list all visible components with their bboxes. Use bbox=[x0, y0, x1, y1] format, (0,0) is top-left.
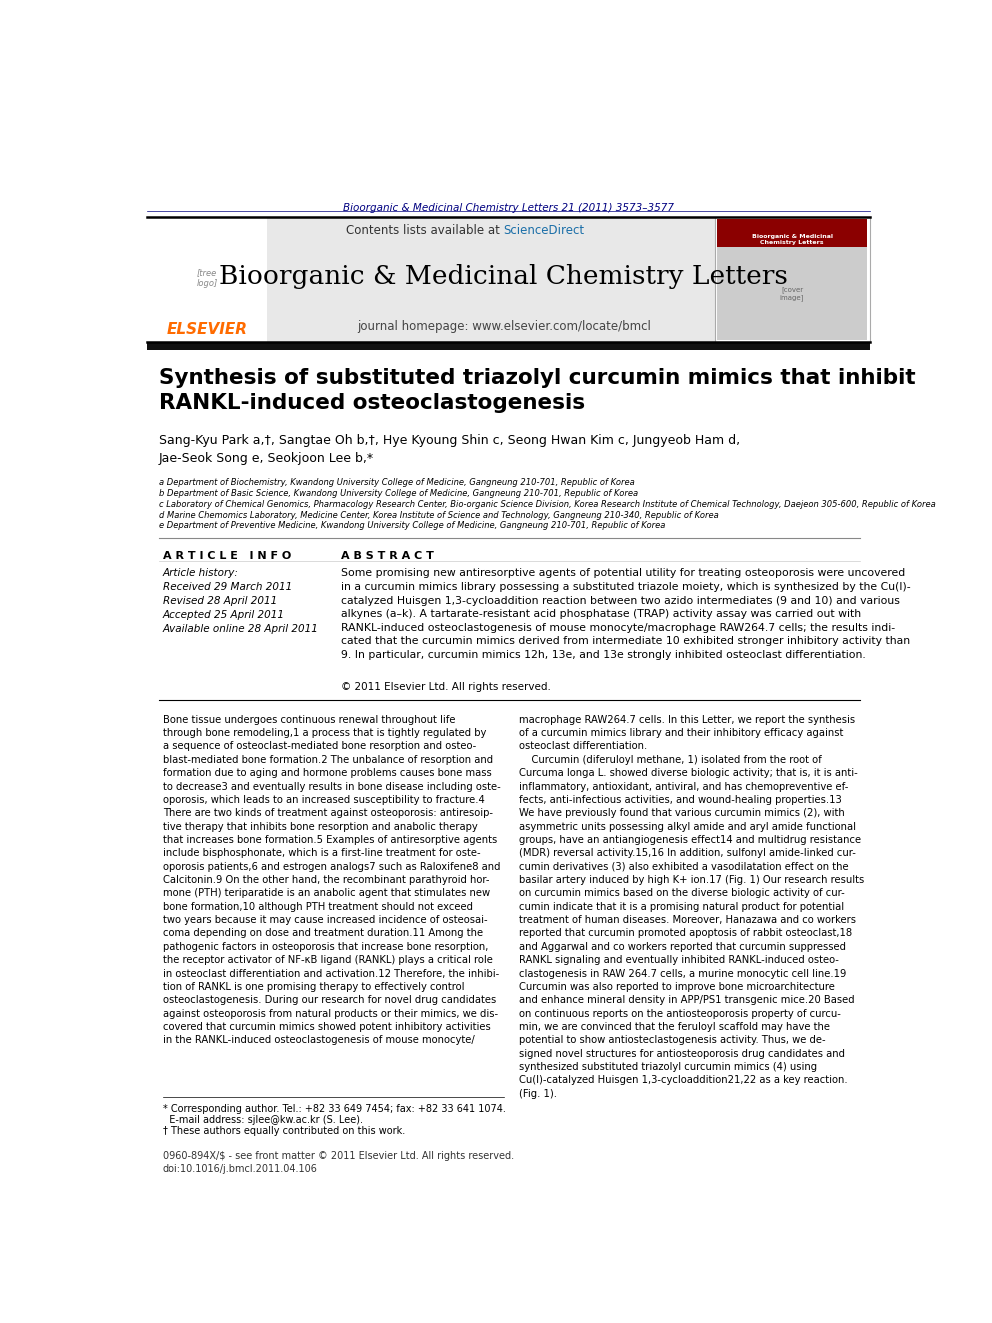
Text: © 2011 Elsevier Ltd. All rights reserved.: © 2011 Elsevier Ltd. All rights reserved… bbox=[341, 683, 551, 692]
Text: Bioorganic & Medicinal Chemistry Letters: Bioorganic & Medicinal Chemistry Letters bbox=[219, 265, 789, 288]
Text: A R T I C L E   I N F O: A R T I C L E I N F O bbox=[163, 552, 291, 561]
Text: macrophage RAW264.7 cells. In this Letter, we report the synthesis
of a curcumin: macrophage RAW264.7 cells. In this Lette… bbox=[519, 714, 864, 1099]
Bar bbox=[147, 217, 268, 343]
Text: Synthesis of substituted triazolyl curcumin mimics that inhibit
RANKL-induced os: Synthesis of substituted triazolyl curcu… bbox=[159, 368, 916, 413]
Text: A B S T R A C T: A B S T R A C T bbox=[341, 552, 434, 561]
Text: b Department of Basic Science, Kwandong University College of Medicine, Gangneun: b Department of Basic Science, Kwandong … bbox=[159, 490, 638, 497]
Text: [cover
image]: [cover image] bbox=[780, 286, 805, 300]
Text: Sang-Kyu Park a,†, Sangtae Oh b,†, Hye Kyoung Shin c, Seong Hwan Kim c, Jungyeob: Sang-Kyu Park a,†, Sangtae Oh b,†, Hye K… bbox=[159, 434, 740, 466]
Text: 0960-894X/$ - see front matter © 2011 Elsevier Ltd. All rights reserved.
doi:10.: 0960-894X/$ - see front matter © 2011 El… bbox=[163, 1151, 514, 1174]
Text: Bioorganic & Medicinal
Chemistry Letters: Bioorganic & Medicinal Chemistry Letters bbox=[752, 234, 832, 245]
Text: c Laboratory of Chemical Genomics, Pharmacology Research Center, Bio-organic Sci: c Laboratory of Chemical Genomics, Pharm… bbox=[159, 500, 935, 509]
Text: Contents lists available at: Contents lists available at bbox=[346, 224, 504, 237]
Text: Bioorganic & Medicinal Chemistry Letters 21 (2011) 3573–3577: Bioorganic & Medicinal Chemistry Letters… bbox=[343, 204, 674, 213]
Text: Bone tissue undergoes continuous renewal throughout life
through bone remodeling: Bone tissue undergoes continuous renewal… bbox=[163, 714, 501, 1045]
Text: † These authors equally contributed on this work.: † These authors equally contributed on t… bbox=[163, 1126, 405, 1136]
Text: Some promising new antiresorptive agents of potential utility for treating osteo: Some promising new antiresorptive agents… bbox=[341, 569, 911, 660]
Bar bbox=[717, 218, 867, 247]
Text: d Marine Chemomics Laboratory, Medicine Center, Korea Institute of Science and T: d Marine Chemomics Laboratory, Medicine … bbox=[159, 511, 718, 520]
Text: e Department of Preventive Medicine, Kwandong University College of Medicine, Ga: e Department of Preventive Medicine, Kwa… bbox=[159, 521, 666, 531]
Bar bbox=[717, 247, 867, 340]
Text: * Corresponding author. Tel.: +82 33 649 7454; fax: +82 33 641 1074.: * Corresponding author. Tel.: +82 33 649… bbox=[163, 1105, 506, 1114]
Text: E-mail address: sjlee@kw.ac.kr (S. Lee).: E-mail address: sjlee@kw.ac.kr (S. Lee). bbox=[163, 1115, 363, 1125]
Text: [tree
logo]: [tree logo] bbox=[196, 269, 217, 288]
Bar bbox=[714, 217, 870, 343]
Bar bbox=[147, 343, 870, 349]
Text: a Department of Biochemistry, Kwandong University College of Medicine, Gangneung: a Department of Biochemistry, Kwandong U… bbox=[159, 479, 635, 487]
Text: journal homepage: www.elsevier.com/locate/bmcl: journal homepage: www.elsevier.com/locat… bbox=[357, 320, 651, 333]
Text: Article history:
Received 29 March 2011
Revised 28 April 2011
Accepted 25 April : Article history: Received 29 March 2011 … bbox=[163, 569, 318, 635]
Bar bbox=[147, 217, 714, 343]
Text: ELSEVIER: ELSEVIER bbox=[167, 323, 247, 337]
Text: ScienceDirect: ScienceDirect bbox=[504, 224, 585, 237]
